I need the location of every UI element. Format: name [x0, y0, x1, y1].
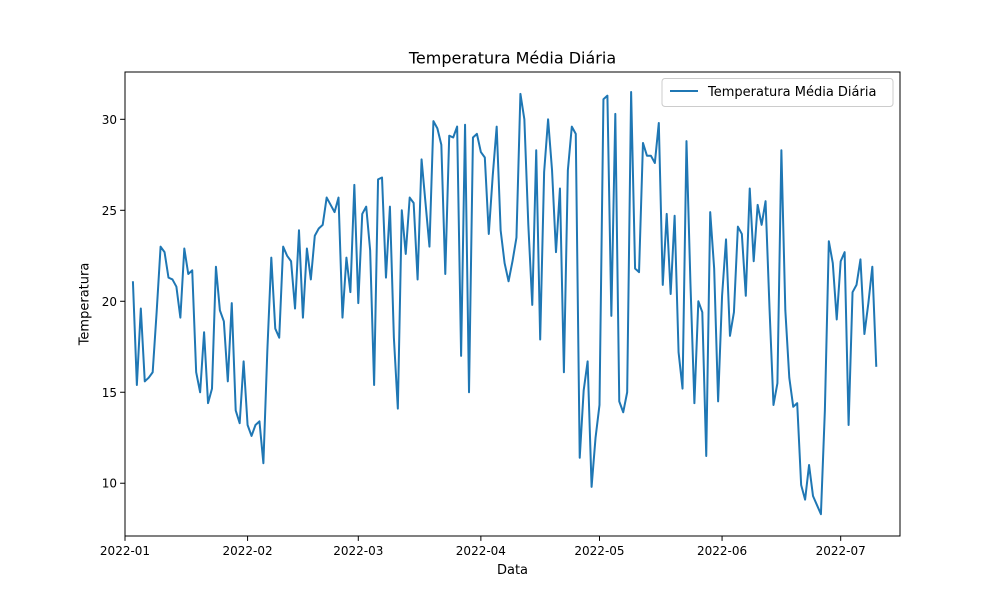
y-tick-label: 15: [102, 386, 117, 400]
y-tick-label: 25: [102, 204, 117, 218]
y-axis-label: Temperatura: [78, 263, 93, 347]
plot-frame: [124, 71, 901, 537]
legend-frame: [661, 78, 894, 107]
x-axis-label: Data: [497, 563, 528, 578]
x-tick-label: 2022-06: [697, 544, 747, 558]
x-tick-label: 2022-05: [574, 544, 624, 558]
y-axis: 10 15 20 25 30: [102, 113, 125, 491]
y-tick-label: 10: [102, 477, 117, 491]
legend-label: Temperatura Média Diária: [707, 85, 876, 100]
x-axis: 2022-01 2022-02 2022-03 2022-04 2022-05 2022-…: [100, 536, 866, 558]
x-tick-label: 2022-03: [333, 544, 383, 558]
x-tick-label: 2022-02: [223, 544, 273, 558]
x-tick-label: 2022-04: [456, 544, 506, 558]
y-tick-label: 20: [102, 295, 117, 309]
x-tick-label: 2022-01: [100, 544, 150, 558]
y-tick-label: 30: [102, 113, 117, 127]
series-layer: [131, 91, 878, 516]
legend: Temperatura Média Diária: [661, 78, 894, 107]
chart-title: Temperatura Média Diária: [408, 49, 616, 68]
series-line-0: [131, 91, 878, 516]
x-tick-label: 2022-07: [816, 544, 866, 558]
